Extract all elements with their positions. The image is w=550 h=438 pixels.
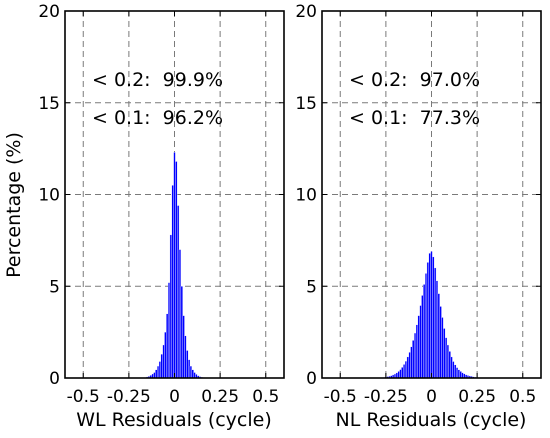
nl-bar [445, 337, 448, 379]
wl-bar [189, 365, 193, 379]
wl-xtick-label-4: 0.5 [252, 387, 279, 407]
nl-bar [454, 364, 457, 379]
wl-ytick-label-3: 15 [38, 94, 60, 114]
nl-ytick-label-3: 15 [295, 94, 317, 114]
nl-bar [419, 305, 422, 379]
nl-bar [455, 367, 459, 379]
nl-bar [404, 360, 408, 379]
nl-annotation-1: < 0.1: 77.3% [349, 107, 480, 129]
nl-bar [408, 352, 411, 379]
nl-xtick-label-4: 0.5 [509, 387, 536, 407]
wl-bar [173, 152, 176, 379]
wl-ytick-label-0: 0 [49, 369, 60, 389]
wl-ytick-label-1: 5 [49, 277, 60, 297]
wl-bar [164, 331, 167, 379]
nl-xtick-label-2: 0 [426, 387, 437, 407]
nl-bar [415, 324, 418, 379]
nl-bar [450, 356, 453, 379]
nl-bar [434, 267, 437, 379]
wl-xtick-label-1: -0.25 [107, 387, 151, 407]
nl-bar [412, 340, 415, 379]
wl-bar [169, 234, 172, 379]
nl-ytick-label-0: 0 [306, 369, 317, 389]
nl-bar [423, 284, 426, 379]
nl-bar [452, 361, 455, 379]
nl-ytick-label-4: 20 [295, 2, 317, 22]
wl-bar [184, 335, 187, 379]
nl-bar [439, 306, 442, 379]
wl-xtick-label-2: 0 [169, 387, 180, 407]
wl-x-axis-label: WL Residuals (cycle) [76, 409, 272, 431]
nl-bar [435, 280, 439, 379]
wl-bar [166, 313, 169, 379]
wl-ytick-label-4: 20 [38, 2, 60, 22]
nl-annotation-0: < 0.2: 97.0% [349, 69, 480, 91]
nl-bar [426, 262, 429, 379]
nl-bar [459, 371, 462, 379]
nl-bar [428, 253, 431, 379]
wl-bar [153, 372, 156, 379]
wl-bar [156, 365, 160, 379]
wl-bars [144, 152, 205, 379]
wl-bar [162, 344, 165, 379]
wl-xtick-label-0: -0.5 [67, 387, 100, 407]
wl-annotations: < 0.2: 99.9% < 0.1: 96.2% [92, 69, 223, 129]
nl-bars [382, 251, 477, 379]
nl-xtick-label-3: 0.25 [458, 387, 496, 407]
nl-bar [399, 369, 402, 379]
wl-annotation-0: < 0.2: 99.9% [92, 69, 223, 91]
nl-ytick-label-2: 10 [295, 186, 317, 206]
nl-bar [397, 371, 400, 379]
wl-xtick-label-3: 0.25 [201, 387, 239, 407]
nl-bar [448, 351, 451, 379]
nl-annotations: < 0.2: 97.0% < 0.1: 77.3% [349, 69, 480, 129]
wl-ticks: -0.5 -0.25 0 0.25 0.5 0 5 10 15 20 [38, 2, 285, 407]
wl-bar [175, 161, 178, 379]
nl-bar [417, 315, 420, 379]
wl-bar [188, 359, 191, 379]
nl-bar [446, 344, 450, 379]
wl-bar [160, 353, 163, 379]
nl-bar [457, 369, 460, 379]
wl-bar [186, 350, 189, 379]
nl-bar [413, 332, 417, 379]
nl-bar [410, 346, 413, 379]
wl-bar [180, 286, 183, 379]
wl-bar [191, 369, 194, 379]
nl-bar [403, 364, 406, 379]
wl-bar [193, 372, 196, 379]
nl-bar [437, 293, 440, 379]
wl-bar [182, 315, 185, 379]
wl-bar [178, 249, 182, 379]
wl-bar [171, 185, 174, 379]
nl-x-axis-label: NL Residuals (cycle) [336, 409, 527, 431]
wl-bar [155, 369, 158, 379]
nl-bar [443, 328, 446, 379]
nl-bar [406, 356, 409, 379]
wl-bar [158, 361, 161, 379]
nl-bar [430, 251, 433, 379]
wl-bar [177, 205, 180, 379]
nl-bar [424, 273, 428, 379]
wl-ytick-label-2: 10 [38, 186, 60, 206]
nl-xtick-label-0: -0.5 [324, 387, 357, 407]
nl-ticks: -0.5 -0.25 0 0.25 0.5 0 5 10 15 20 [295, 2, 542, 407]
nl-xtick-label-1: -0.25 [364, 387, 408, 407]
nl-bar [421, 295, 424, 379]
nl-ytick-label-1: 5 [306, 277, 317, 297]
nl-bar [441, 317, 444, 379]
nl-bar [401, 367, 404, 379]
nl-bar [432, 256, 435, 379]
y-axis-label: Percentage (%) [3, 132, 25, 278]
wl-bar [167, 282, 171, 379]
wl-annotation-1: < 0.1: 96.2% [92, 107, 223, 129]
